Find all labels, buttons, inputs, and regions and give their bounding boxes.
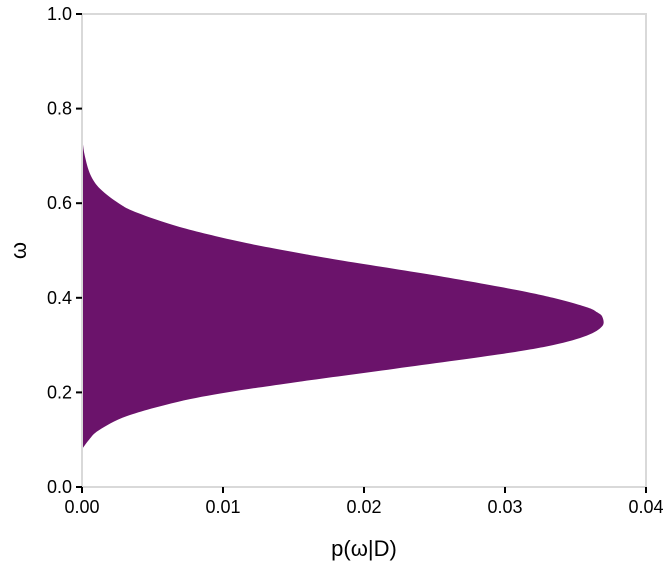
x-axis-title: p(ω|D)	[331, 536, 397, 561]
y-tick-label: 0.4	[47, 288, 72, 308]
x-tick-label: 0.03	[487, 497, 522, 517]
x-tick-label: 0.00	[64, 497, 99, 517]
y-tick-label: 0.2	[47, 382, 72, 402]
y-tick-label: 0.8	[47, 99, 72, 119]
x-tick-label: 0.04	[628, 497, 663, 517]
density-area-0	[82, 132, 604, 450]
y-tick-label: 0.6	[47, 193, 72, 213]
x-tick-label: 0.01	[205, 497, 240, 517]
y-axis-title: ω	[6, 242, 31, 259]
y-tick-label: 0.0	[47, 477, 72, 497]
y-tick-label: 1.0	[47, 4, 72, 24]
x-tick-label: 0.02	[346, 497, 381, 517]
